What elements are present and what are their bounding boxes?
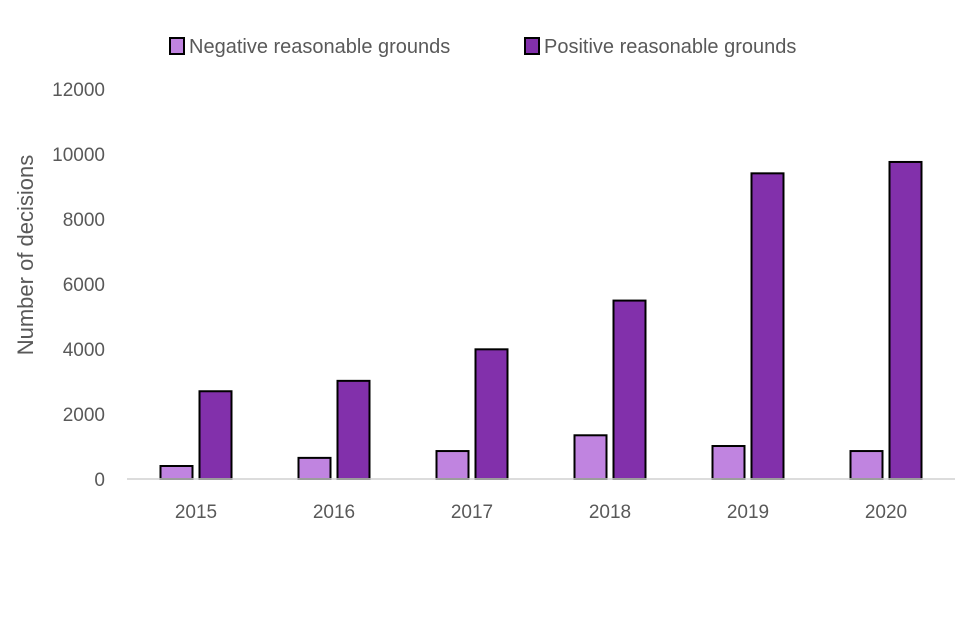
x-axis-ticks: 2015 2016 2017 2018 2019 2020 [175,502,907,523]
bar-negative-2016 [297,456,332,480]
bar-positive-2018 [612,299,647,481]
y-tick-label: 12000 [52,80,105,101]
legend-swatch-positive [524,37,540,55]
legend: Negative reasonable grounds Positive rea… [169,36,796,58]
legend-label-positive: Positive reasonable grounds [544,36,796,58]
y-tick-label: 8000 [63,210,105,231]
legend-swatch-negative [169,37,185,55]
bar-positive-2016 [336,379,371,481]
y-tick-label: 6000 [63,275,105,296]
y-tick-label: 2000 [63,405,105,426]
bar-negative-2019 [711,445,746,481]
bar-negative-2017 [435,450,470,480]
x-tick-label: 2015 [175,502,217,523]
bar-positive-2019 [750,172,785,480]
bar-negative-2020 [849,450,884,480]
legend-label-negative: Negative reasonable grounds [189,36,450,58]
y-tick-label: 0 [94,470,105,491]
x-tick-label: 2018 [589,502,631,523]
bar-positive-2020 [888,160,923,480]
y-tick-label: 10000 [52,145,105,166]
x-tick-label: 2017 [451,502,493,523]
bar-negative-2015 [159,465,194,480]
y-axis-ticks: 0 2000 4000 6000 8000 10000 12000 [52,80,105,491]
y-axis-title: Number of decisions [13,155,38,356]
bars [159,160,923,481]
bar-negative-2018 [573,434,608,481]
x-tick-label: 2016 [313,502,355,523]
bar-positive-2017 [474,348,509,481]
bar-positive-2015 [198,390,233,480]
x-tick-label: 2020 [865,502,907,523]
x-tick-label: 2019 [727,502,769,523]
y-tick-label: 4000 [63,340,105,361]
